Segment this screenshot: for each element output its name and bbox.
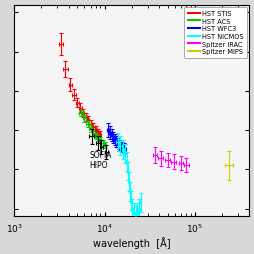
Legend: HST STIS, HST ACS, HST WFC3, HST NICMOS, Spitzer IRAC, Spitzer MIPS: HST STIS, HST ACS, HST WFC3, HST NICMOS,… bbox=[184, 8, 246, 58]
X-axis label: wavelength  [Å]: wavelength [Å] bbox=[92, 237, 170, 248]
Text: SOFIA
HIPO: SOFIA HIPO bbox=[89, 150, 112, 169]
